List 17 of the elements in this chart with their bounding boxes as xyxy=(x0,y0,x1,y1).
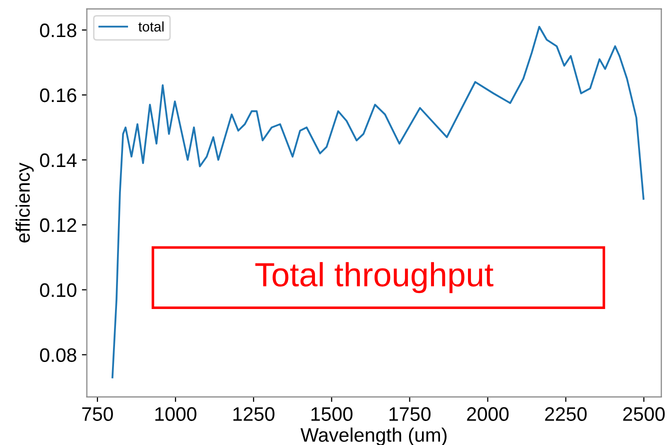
x-tick-label: 2250 xyxy=(545,407,587,421)
x-tick-label: 750 xyxy=(82,407,113,421)
y-tick-label: 0.14 xyxy=(40,153,77,168)
y-tick-label: 0.12 xyxy=(40,218,76,232)
y-tick-label: 0.10 xyxy=(40,283,76,298)
annotation: Total throughput xyxy=(255,262,494,294)
y-axis-title: efficiency xyxy=(16,162,34,242)
y-tick-label: 0.08 xyxy=(40,348,76,362)
y-tick-label: 0.18 xyxy=(40,23,76,38)
x-tick-label: 2000 xyxy=(467,407,509,421)
x-tick-label: 1250 xyxy=(233,407,274,421)
x-tick-label: 2500 xyxy=(623,407,665,421)
x-tick-label: 1750 xyxy=(390,407,431,421)
y-tick-label: 0.16 xyxy=(40,88,76,102)
x-tick-label: 1000 xyxy=(155,407,196,421)
x-tick-label: 1500 xyxy=(311,407,352,421)
legend-label: total xyxy=(138,21,164,32)
